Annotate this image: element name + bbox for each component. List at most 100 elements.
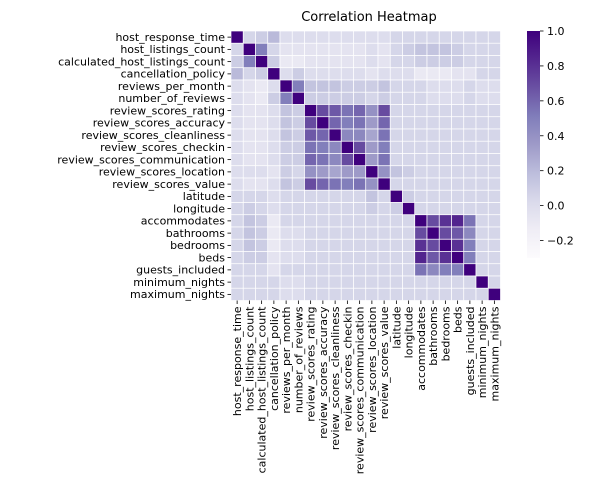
heatmap-cell — [279, 30, 293, 44]
heatmap-cell — [438, 263, 452, 277]
heatmap-cell — [365, 116, 379, 130]
heatmap-cell — [487, 165, 501, 179]
heatmap-cell — [316, 91, 330, 105]
heatmap-cell — [267, 116, 281, 130]
heatmap-cell — [426, 165, 440, 179]
heatmap-cell — [414, 251, 428, 265]
heatmap-cell — [291, 116, 305, 130]
heatmap-cell — [279, 251, 293, 265]
y-tick-label: reviews_per_month — [118, 80, 225, 93]
heatmap-cell — [402, 202, 416, 216]
heatmap-cell — [255, 226, 269, 240]
heatmap-cell — [328, 79, 342, 93]
x-tick-label: bedrooms — [439, 306, 452, 361]
heatmap-cell — [340, 104, 354, 118]
heatmap-cell — [304, 263, 318, 277]
heatmap-cell — [475, 104, 489, 118]
heatmap-cell — [475, 202, 489, 216]
heatmap-cell — [475, 238, 489, 252]
heatmap-cell — [328, 165, 342, 179]
heatmap-cell — [279, 177, 293, 191]
heatmap-cell — [304, 226, 318, 240]
x-tick-label: accommodates — [415, 306, 428, 391]
heatmap-cell — [316, 177, 330, 191]
heatmap-cell — [279, 91, 293, 105]
heatmap-cell — [267, 30, 281, 44]
x-tick-label: reviews_per_month — [280, 306, 293, 413]
heatmap-cell — [316, 30, 330, 44]
heatmap-cell — [402, 42, 416, 56]
heatmap-cell — [389, 165, 403, 179]
heatmap-cell — [353, 67, 367, 81]
heatmap-cell — [328, 91, 342, 105]
heatmap-cell — [487, 238, 501, 252]
heatmap-cell — [365, 128, 379, 142]
heatmap-cell — [279, 287, 293, 301]
heatmap-cell — [365, 275, 379, 289]
heatmap-cell — [463, 214, 477, 228]
heatmap-cell — [426, 91, 440, 105]
heatmap-cell — [340, 91, 354, 105]
heatmap-cell — [365, 263, 379, 277]
y-tick-label: guests_included — [136, 264, 225, 277]
heatmap-cell — [365, 67, 379, 81]
heatmap-cell — [365, 165, 379, 179]
heatmap-cell — [377, 202, 391, 216]
heatmap-cell — [426, 67, 440, 81]
heatmap-cell — [451, 79, 465, 93]
heatmap-cell — [316, 116, 330, 130]
heatmap-cell — [414, 226, 428, 240]
heatmap-cell — [414, 238, 428, 252]
heatmap-cell — [438, 55, 452, 69]
heatmap-cell — [389, 263, 403, 277]
heatmap-cell — [267, 226, 281, 240]
heatmap-cell — [414, 30, 428, 44]
heatmap-cell — [451, 165, 465, 179]
heatmap-cell — [230, 128, 244, 142]
heatmap-cell — [475, 287, 489, 301]
heatmap-cell — [353, 251, 367, 265]
heatmap-cell — [377, 153, 391, 167]
heatmap-cell — [402, 116, 416, 130]
heatmap-cell — [242, 275, 256, 289]
heatmap-cell — [353, 275, 367, 289]
heatmap-cell — [267, 140, 281, 154]
heatmap-cell — [414, 165, 428, 179]
heatmap-cell — [340, 251, 354, 265]
heatmap-cell — [475, 214, 489, 228]
heatmap-cell — [426, 42, 440, 56]
heatmap-cell — [438, 30, 452, 44]
heatmap-cell — [353, 153, 367, 167]
heatmap-cell — [389, 226, 403, 240]
heatmap-cell — [426, 214, 440, 228]
heatmap-cell — [340, 55, 354, 69]
heatmap-cell — [279, 202, 293, 216]
heatmap-cell — [340, 79, 354, 93]
heatmap-cell — [487, 91, 501, 105]
heatmap-cell — [451, 67, 465, 81]
heatmap-cell — [389, 55, 403, 69]
heatmap-cell — [475, 226, 489, 240]
y-tick-label: review_scores_accuracy — [93, 117, 226, 130]
heatmap-cell — [414, 263, 428, 277]
y-tick-label: review_scores_location — [99, 166, 225, 179]
heatmap-cell — [304, 30, 318, 44]
heatmap-cell — [487, 251, 501, 265]
heatmap-cell — [255, 275, 269, 289]
heatmap-cell — [279, 226, 293, 240]
heatmap-cell — [377, 30, 391, 44]
heatmap-cell — [328, 42, 342, 56]
heatmap-cell — [487, 287, 501, 301]
heatmap-cell — [291, 67, 305, 81]
heatmap-cell — [414, 104, 428, 118]
heatmap-cell — [365, 214, 379, 228]
heatmap-cell — [414, 91, 428, 105]
heatmap-cell — [279, 238, 293, 252]
heatmap-cell — [353, 238, 367, 252]
heatmap-cell — [389, 79, 403, 93]
heatmap-cell — [463, 128, 477, 142]
heatmap-cell — [463, 91, 477, 105]
colorbar-tick-label: −0.2 — [547, 235, 574, 248]
heatmap-cell — [487, 67, 501, 81]
heatmap-cell — [230, 55, 244, 69]
